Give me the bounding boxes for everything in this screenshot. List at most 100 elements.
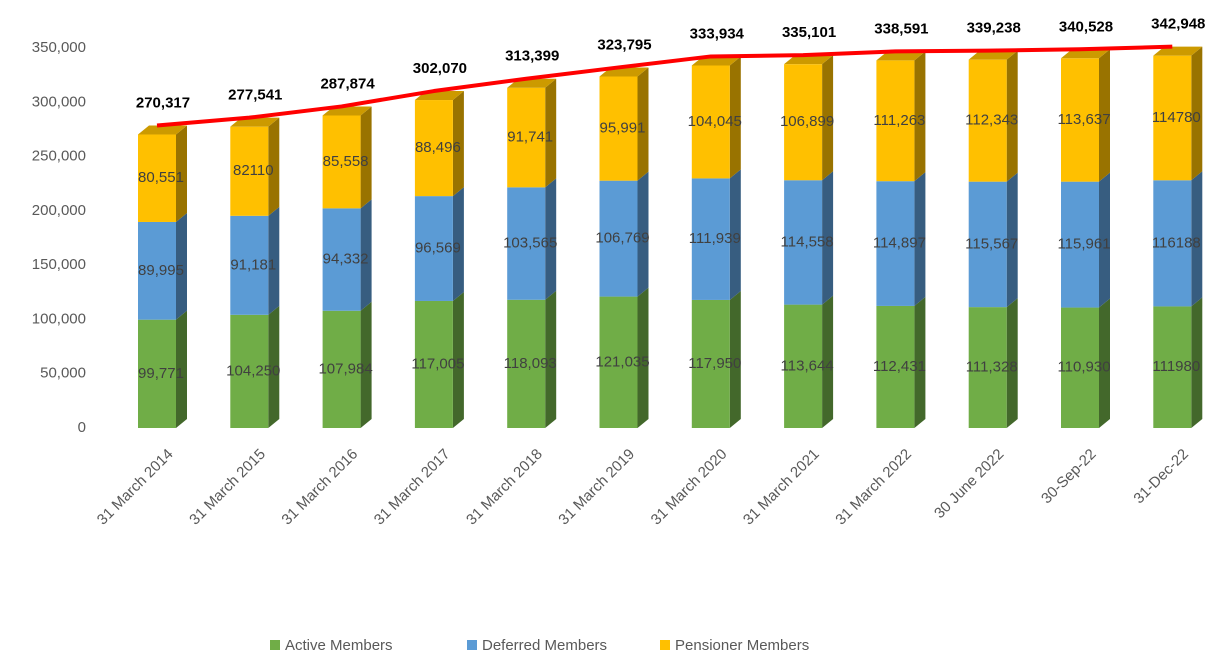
x-tick-label: 31 March 2019 <box>555 446 638 529</box>
data-label: 112,431 <box>873 358 926 375</box>
data-label: 115,961 <box>1057 236 1110 253</box>
bar-side <box>637 67 649 181</box>
bar <box>968 59 1007 182</box>
total-label: 340,528 <box>1059 18 1113 35</box>
bar-side <box>822 171 834 305</box>
x-tick-label: 31 March 2022 <box>832 446 915 529</box>
bar-side <box>1099 298 1110 428</box>
bar <box>322 115 361 209</box>
data-label: 112,343 <box>965 112 1018 129</box>
bar <box>138 319 176 428</box>
y-tick-label: 50,000 <box>40 365 86 382</box>
y-tick-label: 350,000 <box>32 39 86 56</box>
bar <box>230 126 269 216</box>
bar-top <box>1153 46 1203 56</box>
data-label: 111,939 <box>689 230 741 247</box>
data-label: 115,567 <box>965 235 1018 252</box>
bar <box>691 299 730 428</box>
total-label: 270,317 <box>136 94 190 111</box>
x-tick-label: 31 March 2021 <box>740 446 823 529</box>
bar-side <box>268 305 280 428</box>
bar-side <box>176 212 187 320</box>
bar-side <box>1006 50 1018 182</box>
data-label: 107,984 <box>318 360 372 377</box>
bar <box>1061 58 1099 182</box>
data-label: 117,950 <box>688 355 741 372</box>
bar-side <box>637 171 649 297</box>
bar <box>968 307 1007 428</box>
y-tick-label: 0 <box>78 419 86 436</box>
bar <box>507 187 546 300</box>
bar-side <box>360 199 372 311</box>
bar <box>507 299 546 428</box>
bar <box>507 87 546 188</box>
bar <box>138 134 176 222</box>
data-label: 104,045 <box>688 113 742 130</box>
y-tick-label: 100,000 <box>32 310 86 327</box>
bar-side <box>637 287 649 428</box>
bar-side <box>545 178 557 300</box>
bar-side <box>1191 297 1203 428</box>
data-label: 88,496 <box>415 139 461 156</box>
bar-top <box>138 125 187 135</box>
data-label: 96,569 <box>415 240 461 257</box>
bar <box>784 180 823 305</box>
data-label: 106,899 <box>780 113 834 130</box>
total-label: 323,795 <box>597 36 651 53</box>
data-label: 104,250 <box>226 362 280 379</box>
bar <box>876 60 915 182</box>
x-tick-label: 31 March 2016 <box>278 446 361 529</box>
total-label: 302,070 <box>413 60 467 77</box>
data-label: 111,263 <box>873 112 925 129</box>
data-label: 117,005 <box>411 355 464 372</box>
bar-side <box>176 125 187 222</box>
data-label: 89,995 <box>138 262 184 279</box>
bar-side <box>1006 172 1018 308</box>
total-label: 335,101 <box>782 24 836 41</box>
bar-side <box>360 106 372 209</box>
bar-side <box>545 78 557 188</box>
bar-side <box>729 290 741 428</box>
bar <box>968 181 1007 308</box>
bar-side <box>452 91 464 197</box>
bar <box>1061 181 1099 308</box>
data-label: 103,565 <box>503 235 557 252</box>
data-label: 80,551 <box>138 169 184 186</box>
data-label: 94,332 <box>323 251 369 268</box>
bar-side <box>729 56 741 179</box>
total-label: 313,399 <box>505 48 559 65</box>
y-tick-label: 200,000 <box>32 202 86 219</box>
bar <box>691 65 730 179</box>
total-label: 339,238 <box>967 20 1021 37</box>
bar <box>784 64 823 181</box>
bar <box>784 304 823 428</box>
x-tick-label: 31-Dec-22 <box>1130 446 1192 508</box>
bar-top <box>784 55 834 65</box>
bar-side <box>452 187 464 301</box>
x-tick-label: 31 March 2018 <box>463 446 546 529</box>
bar-side <box>822 295 834 428</box>
bar-side <box>176 310 187 428</box>
x-tick-label: 31 March 2017 <box>371 446 454 529</box>
bar-side <box>1191 46 1203 181</box>
total-label: 277,541 <box>228 87 282 104</box>
bar <box>1061 307 1099 428</box>
bar <box>414 300 453 428</box>
x-tick-label: 30-Sep-22 <box>1038 446 1100 508</box>
data-label: 114,558 <box>781 233 834 250</box>
legend-swatch <box>270 640 280 650</box>
data-label: 121,035 <box>595 353 649 370</box>
data-label: 111980 <box>1152 358 1200 375</box>
bar-top <box>1061 49 1110 59</box>
bar-side <box>1099 172 1110 308</box>
bar-side <box>914 172 926 306</box>
bar <box>414 196 453 301</box>
bar <box>322 310 361 428</box>
bar <box>599 180 638 297</box>
data-label: 91,181 <box>230 256 276 273</box>
bar-side <box>545 290 557 428</box>
legend-label: Active Members <box>285 637 393 653</box>
bar <box>1153 306 1192 428</box>
total-label: 287,874 <box>320 75 375 92</box>
